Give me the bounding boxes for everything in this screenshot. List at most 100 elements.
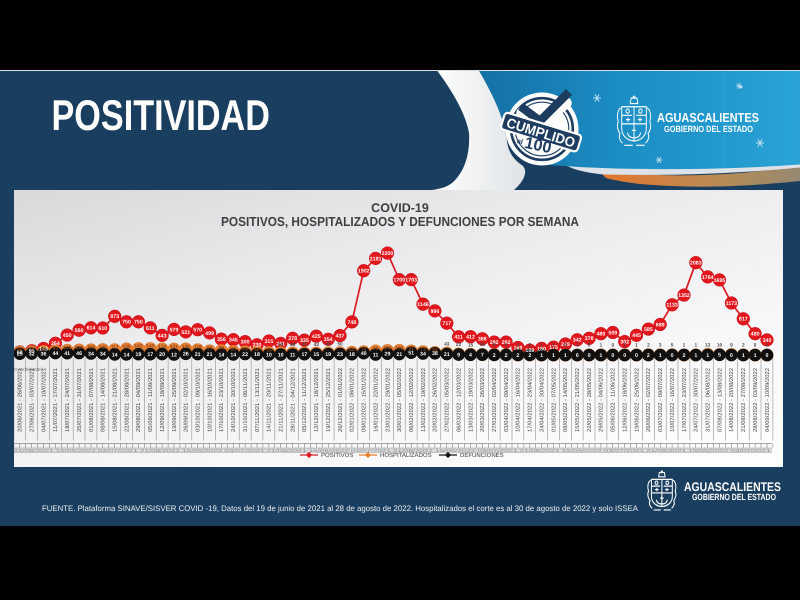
svg-text:2: 2 [623, 343, 626, 349]
svg-text:73: 73 [420, 347, 426, 353]
svg-text:20/02/2022 - 26/02/2022: 20/02/2022 - 26/02/2022 [432, 368, 439, 432]
svg-text:POSITIVOS: POSITIVOS [321, 452, 353, 459]
svg-text:249: 249 [561, 342, 570, 348]
svg-text:34: 34 [420, 351, 426, 357]
svg-text:21: 21 [444, 352, 450, 358]
svg-text:10: 10 [266, 353, 272, 359]
svg-text:POSITIVIDAD: POSITIVIDAD [52, 92, 270, 140]
svg-text:FUENTE. Plataforma SINAVE/SISV: FUENTE. Plataforma SINAVE/SISVER COVID -… [42, 504, 639, 513]
svg-text:750: 750 [134, 320, 143, 326]
svg-text:14: 14 [112, 352, 118, 358]
svg-text:29: 29 [17, 352, 23, 358]
svg-text:01/05/2022 - 07/05/2022: 01/05/2022 - 07/05/2022 [550, 368, 557, 432]
svg-text:31/10/2021 - 06/11/2021: 31/10/2021 - 06/11/2021 [242, 368, 249, 432]
svg-text:10/10/2021 - 16/10/2021: 10/10/2021 - 16/10/2021 [206, 368, 213, 432]
svg-text:117: 117 [111, 345, 119, 351]
svg-text:10/07/2022 - 16/07/2022: 10/07/2022 - 16/07/2022 [669, 368, 676, 432]
svg-text:60: 60 [349, 347, 355, 353]
svg-text:2: 2 [516, 353, 519, 359]
svg-text:70: 70 [242, 347, 248, 353]
svg-text:2: 2 [647, 342, 650, 348]
svg-text:8: 8 [493, 342, 496, 348]
svg-text:95: 95 [29, 349, 35, 355]
svg-text:169: 169 [513, 345, 522, 351]
svg-text:356: 356 [217, 337, 226, 343]
svg-text:1: 1 [599, 353, 602, 359]
svg-text:09/01/2022 - 15/01/2022: 09/01/2022 - 15/01/2022 [361, 368, 368, 432]
svg-text:15: 15 [313, 352, 319, 358]
svg-text:230: 230 [253, 343, 262, 349]
svg-text:3: 3 [517, 342, 520, 348]
svg-text:07/11/2021 - 13/11/2021: 07/11/2021 - 13/11/2021 [254, 368, 261, 432]
svg-text:19: 19 [325, 352, 331, 358]
svg-text:27/02/2022 - 05/03/2022: 27/02/2022 - 05/03/2022 [444, 368, 451, 432]
svg-text:28/08/2022 - 03/09/2022: 28/08/2022 - 03/09/2022 [752, 368, 759, 432]
svg-text:1: 1 [754, 353, 757, 359]
svg-text:34: 34 [88, 351, 94, 357]
svg-text:2: 2 [528, 353, 531, 359]
svg-text:23/01/2022 - 29/01/2022: 23/01/2022 - 29/01/2022 [384, 368, 391, 432]
svg-text:1: 1 [540, 353, 543, 359]
svg-text:11: 11 [290, 352, 296, 358]
svg-text:95: 95 [53, 346, 59, 352]
svg-text:80: 80 [41, 346, 47, 352]
svg-text:03/07/2022 - 09/07/2022: 03/07/2022 - 09/07/2022 [657, 368, 664, 432]
svg-text:0: 0 [611, 343, 614, 349]
svg-text:13/03/2022 - 19/03/2022: 13/03/2022 - 19/03/2022 [467, 368, 474, 432]
svg-text:22: 22 [242, 352, 248, 358]
svg-text:2300: 2300 [382, 251, 394, 257]
svg-text:17/07/2022 - 23/07/2022: 17/07/2022 - 23/07/2022 [681, 368, 688, 432]
svg-text:17/10/2021 - 23/10/2021: 17/10/2021 - 23/10/2021 [218, 368, 225, 432]
svg-text:1: 1 [635, 343, 638, 349]
svg-text:55: 55 [266, 347, 272, 353]
svg-text:0: 0 [576, 353, 579, 359]
svg-text:29/08/2021 - 04/09/2021: 29/08/2021 - 04/09/2021 [135, 368, 142, 432]
svg-text:1133: 1133 [666, 303, 678, 309]
svg-text:29/05/2022 - 04/06/2022: 29/05/2022 - 04/06/2022 [598, 368, 605, 432]
svg-text:20/03/2022 - 26/03/2022: 20/03/2022 - 26/03/2022 [479, 368, 486, 432]
svg-text:29: 29 [385, 352, 391, 358]
svg-text:585: 585 [644, 327, 653, 333]
svg-text:7: 7 [481, 353, 484, 359]
svg-text:1: 1 [552, 353, 555, 359]
svg-text:60: 60 [254, 347, 260, 353]
svg-text:134: 134 [158, 344, 166, 350]
svg-text:06/02/2022 - 12/02/2022: 06/02/2022 - 12/02/2022 [408, 368, 415, 432]
svg-text:1: 1 [576, 343, 579, 349]
svg-text:40: 40 [361, 351, 367, 357]
svg-text:300: 300 [241, 340, 250, 346]
svg-text:175: 175 [549, 345, 558, 351]
svg-text:11/07/2021 - 17/07/2021: 11/07/2021 - 17/07/2021 [52, 368, 59, 432]
svg-text:2: 2 [493, 353, 496, 359]
svg-text:10: 10 [480, 342, 486, 348]
svg-text:30/01/2022 - 05/02/2022: 30/01/2022 - 05/02/2022 [396, 368, 403, 432]
svg-text:354: 354 [324, 337, 333, 343]
svg-text:HOSPITALIZADOS: HOSPITALIZADOS [380, 452, 432, 459]
svg-text:0: 0 [564, 343, 567, 349]
svg-text:26/06/2022 - 02/07/2022: 26/06/2022 - 02/07/2022 [645, 368, 652, 432]
svg-text:24/10/2021 - 30/10/2021: 24/10/2021 - 30/10/2021 [230, 368, 237, 432]
svg-text:9: 9 [730, 343, 733, 349]
svg-text:14: 14 [124, 352, 130, 358]
svg-text:17/04/2022 - 23/04/2022: 17/04/2022 - 23/04/2022 [527, 368, 534, 432]
svg-text:18: 18 [254, 352, 260, 358]
svg-text:24/04/2022 - 30/04/2022: 24/04/2022 - 30/04/2022 [538, 368, 545, 432]
svg-text:C:SV(M)Wd07: C:SV(M)Wd07 [14, 367, 44, 372]
svg-text:292: 292 [502, 340, 511, 346]
svg-text:1764: 1764 [702, 275, 714, 281]
svg-text:al: al [516, 137, 523, 146]
svg-text:04/09/2022 - 10/09/2022: 04/09/2022 - 10/09/2022 [764, 368, 771, 432]
svg-text:98: 98 [219, 346, 225, 352]
svg-text:31/07/2022 - 06/08/2022: 31/07/2022 - 06/08/2022 [705, 368, 712, 432]
svg-text:90: 90 [373, 346, 379, 352]
svg-text:45: 45 [326, 342, 332, 348]
svg-text:80: 80 [231, 346, 237, 352]
svg-text:1: 1 [659, 353, 662, 359]
svg-text:93: 93 [207, 346, 213, 352]
svg-text:3: 3 [659, 343, 662, 349]
svg-text:450: 450 [63, 333, 72, 339]
svg-text:50: 50 [278, 342, 284, 348]
svg-text:70: 70 [29, 347, 35, 353]
svg-text:1: 1 [766, 343, 769, 349]
svg-text:02/01/2022 - 08/01/2022: 02/01/2022 - 08/01/2022 [349, 368, 356, 432]
